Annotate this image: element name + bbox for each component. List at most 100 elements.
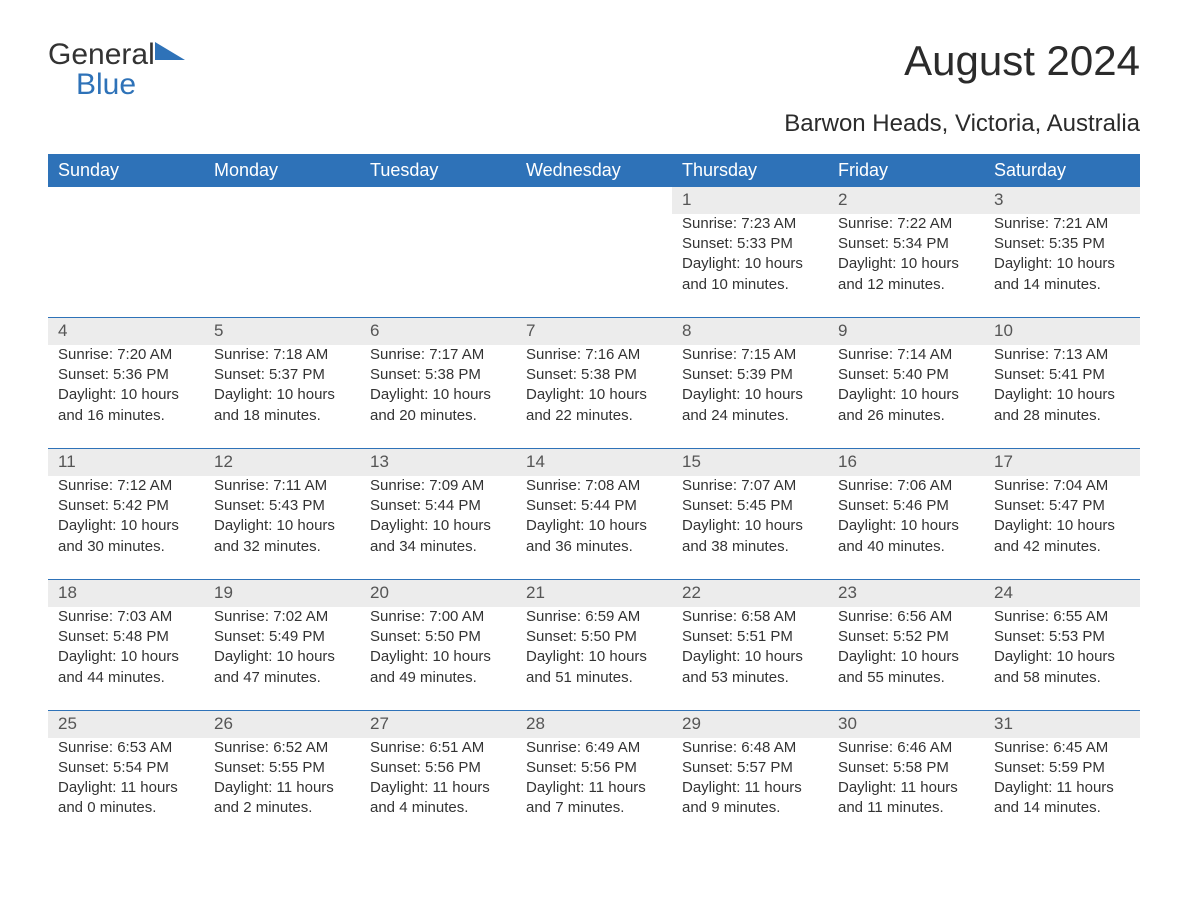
daylight-text: Daylight: 10 hours and 47 minutes. (214, 647, 350, 688)
daylight-text: Daylight: 10 hours and 53 minutes. (682, 647, 818, 688)
day-number-cell (48, 187, 204, 214)
daylight-text: Daylight: 10 hours and 34 minutes. (370, 516, 506, 557)
daylight-text: Daylight: 10 hours and 18 minutes. (214, 385, 350, 426)
day-detail-cell: Sunrise: 7:06 AMSunset: 5:46 PMDaylight:… (828, 476, 984, 580)
daylight-text: Daylight: 10 hours and 10 minutes. (682, 254, 818, 295)
sunset-text: Sunset: 5:42 PM (58, 496, 194, 516)
weekday-header: Wednesday (516, 154, 672, 187)
day-number-cell: 5 (204, 317, 360, 344)
day-detail-cell: Sunrise: 7:00 AMSunset: 5:50 PMDaylight:… (360, 607, 516, 711)
sunrise-text: Sunrise: 7:18 AM (214, 345, 350, 365)
daylight-text: Daylight: 10 hours and 24 minutes. (682, 385, 818, 426)
day-number-cell: 6 (360, 317, 516, 344)
day-detail-cell: Sunrise: 6:56 AMSunset: 5:52 PMDaylight:… (828, 607, 984, 711)
day-number-cell: 2 (828, 187, 984, 214)
sunset-text: Sunset: 5:47 PM (994, 496, 1130, 516)
day-detail-cell: Sunrise: 7:02 AMSunset: 5:49 PMDaylight:… (204, 607, 360, 711)
daylight-text: Daylight: 11 hours and 7 minutes. (526, 778, 662, 819)
day-detail-cell (360, 214, 516, 318)
day-number-cell: 28 (516, 710, 672, 737)
day-number-cell: 18 (48, 579, 204, 606)
day-detail-cell (48, 214, 204, 318)
location-subtitle: Barwon Heads, Victoria, Australia (48, 110, 1140, 138)
day-detail-cell: Sunrise: 6:48 AMSunset: 5:57 PMDaylight:… (672, 738, 828, 841)
day-detail-cell: Sunrise: 7:18 AMSunset: 5:37 PMDaylight:… (204, 345, 360, 449)
sunset-text: Sunset: 5:51 PM (682, 627, 818, 647)
day-number-cell: 10 (984, 317, 1140, 344)
sunrise-text: Sunrise: 6:49 AM (526, 738, 662, 758)
sunrise-text: Sunrise: 7:00 AM (370, 607, 506, 627)
daylight-text: Daylight: 11 hours and 14 minutes. (994, 778, 1130, 819)
day-detail-cell: Sunrise: 7:15 AMSunset: 5:39 PMDaylight:… (672, 345, 828, 449)
sunset-text: Sunset: 5:38 PM (526, 365, 662, 385)
sunset-text: Sunset: 5:56 PM (370, 758, 506, 778)
daylight-text: Daylight: 10 hours and 40 minutes. (838, 516, 974, 557)
day-number-cell: 25 (48, 710, 204, 737)
day-number-row: 123 (48, 187, 1140, 214)
day-number-cell: 12 (204, 448, 360, 475)
daylight-text: Daylight: 11 hours and 0 minutes. (58, 778, 194, 819)
sunset-text: Sunset: 5:38 PM (370, 365, 506, 385)
day-detail-cell (204, 214, 360, 318)
daylight-text: Daylight: 10 hours and 28 minutes. (994, 385, 1130, 426)
day-number-cell: 31 (984, 710, 1140, 737)
day-number-cell: 14 (516, 448, 672, 475)
day-number-cell: 1 (672, 187, 828, 214)
daylight-text: Daylight: 10 hours and 51 minutes. (526, 647, 662, 688)
day-detail-cell: Sunrise: 7:17 AMSunset: 5:38 PMDaylight:… (360, 345, 516, 449)
daylight-text: Daylight: 10 hours and 32 minutes. (214, 516, 350, 557)
day-number-row: 11121314151617 (48, 448, 1140, 475)
sunrise-text: Sunrise: 6:45 AM (994, 738, 1130, 758)
sunrise-text: Sunrise: 6:56 AM (838, 607, 974, 627)
sunset-text: Sunset: 5:49 PM (214, 627, 350, 647)
day-number-cell: 27 (360, 710, 516, 737)
weekday-header: Tuesday (360, 154, 516, 187)
sunrise-text: Sunrise: 7:11 AM (214, 476, 350, 496)
weekday-header: Sunday (48, 154, 204, 187)
sunset-text: Sunset: 5:53 PM (994, 627, 1130, 647)
day-detail-cell (516, 214, 672, 318)
day-number-row: 45678910 (48, 317, 1140, 344)
daylight-text: Daylight: 10 hours and 55 minutes. (838, 647, 974, 688)
sunset-text: Sunset: 5:48 PM (58, 627, 194, 647)
sunrise-text: Sunrise: 7:04 AM (994, 476, 1130, 496)
sunrise-text: Sunrise: 7:06 AM (838, 476, 974, 496)
day-number-cell (516, 187, 672, 214)
day-detail-cell: Sunrise: 7:21 AMSunset: 5:35 PMDaylight:… (984, 214, 1140, 318)
day-detail-cell: Sunrise: 6:51 AMSunset: 5:56 PMDaylight:… (360, 738, 516, 841)
day-number-cell: 21 (516, 579, 672, 606)
sunset-text: Sunset: 5:46 PM (838, 496, 974, 516)
sunset-text: Sunset: 5:41 PM (994, 365, 1130, 385)
day-number-cell: 24 (984, 579, 1140, 606)
day-detail-cell: Sunrise: 6:59 AMSunset: 5:50 PMDaylight:… (516, 607, 672, 711)
day-detail-cell: Sunrise: 6:46 AMSunset: 5:58 PMDaylight:… (828, 738, 984, 841)
sunrise-text: Sunrise: 6:55 AM (994, 607, 1130, 627)
day-number-cell: 4 (48, 317, 204, 344)
sunset-text: Sunset: 5:44 PM (526, 496, 662, 516)
day-detail-cell: Sunrise: 6:52 AMSunset: 5:55 PMDaylight:… (204, 738, 360, 841)
sunset-text: Sunset: 5:44 PM (370, 496, 506, 516)
day-detail-cell: Sunrise: 7:07 AMSunset: 5:45 PMDaylight:… (672, 476, 828, 580)
sunset-text: Sunset: 5:59 PM (994, 758, 1130, 778)
sunrise-text: Sunrise: 7:03 AM (58, 607, 194, 627)
day-detail-cell: Sunrise: 7:13 AMSunset: 5:41 PMDaylight:… (984, 345, 1140, 449)
daylight-text: Daylight: 10 hours and 44 minutes. (58, 647, 194, 688)
sunset-text: Sunset: 5:45 PM (682, 496, 818, 516)
day-detail-row: Sunrise: 7:20 AMSunset: 5:36 PMDaylight:… (48, 345, 1140, 449)
sunrise-text: Sunrise: 6:51 AM (370, 738, 506, 758)
day-detail-row: Sunrise: 7:23 AMSunset: 5:33 PMDaylight:… (48, 214, 1140, 318)
daylight-text: Daylight: 11 hours and 11 minutes. (838, 778, 974, 819)
weekday-header-row: Sunday Monday Tuesday Wednesday Thursday… (48, 154, 1140, 187)
day-detail-cell: Sunrise: 7:12 AMSunset: 5:42 PMDaylight:… (48, 476, 204, 580)
day-detail-cell: Sunrise: 7:09 AMSunset: 5:44 PMDaylight:… (360, 476, 516, 580)
sunrise-text: Sunrise: 6:46 AM (838, 738, 974, 758)
sunset-text: Sunset: 5:34 PM (838, 234, 974, 254)
sunrise-text: Sunrise: 6:58 AM (682, 607, 818, 627)
logo: General Blue (48, 40, 185, 100)
daylight-text: Daylight: 10 hours and 12 minutes. (838, 254, 974, 295)
daylight-text: Daylight: 10 hours and 58 minutes. (994, 647, 1130, 688)
sunset-text: Sunset: 5:35 PM (994, 234, 1130, 254)
daylight-text: Daylight: 10 hours and 16 minutes. (58, 385, 194, 426)
day-number-cell: 29 (672, 710, 828, 737)
sunset-text: Sunset: 5:40 PM (838, 365, 974, 385)
